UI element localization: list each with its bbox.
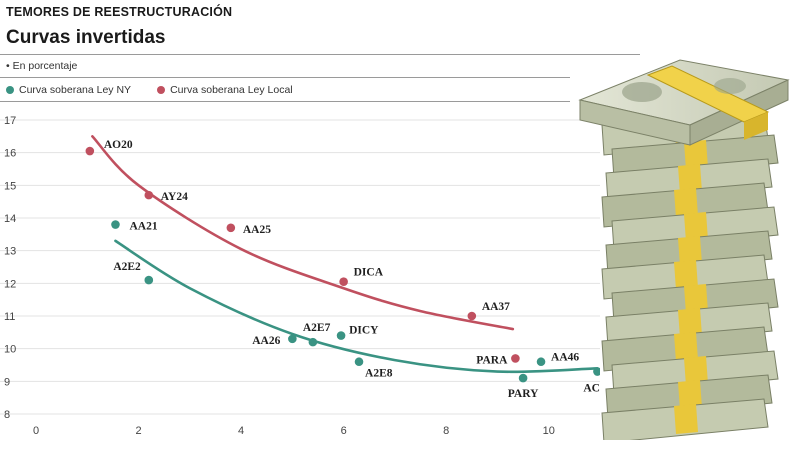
data-label: A2E8 [365, 368, 393, 380]
legend-swatch-local [157, 86, 166, 94]
data-point [339, 277, 348, 286]
y-tick-label: 10 [4, 344, 16, 356]
legend-divider [0, 101, 570, 102]
y-tick-label: 12 [4, 278, 16, 290]
data-point [144, 190, 154, 200]
data-label: AA21 [129, 221, 157, 233]
money-stack-illustration [578, 59, 790, 440]
data-point [144, 275, 154, 285]
currency-band [674, 332, 698, 362]
x-tick-label: 2 [135, 425, 141, 437]
data-point [336, 331, 346, 340]
data-label: AA25 [243, 224, 271, 236]
chart-title: Curvas invertidas [6, 27, 166, 48]
x-tick-label: 4 [238, 425, 244, 437]
top-bill-bundle [578, 59, 790, 146]
chart-subtitle: • En porcentaje [6, 60, 78, 72]
data-label: AY24 [161, 191, 188, 203]
data-point [288, 334, 297, 344]
x-tick-label: 10 [543, 425, 555, 437]
currency-band [674, 260, 698, 290]
data-point [593, 367, 600, 376]
data-point [226, 223, 236, 233]
y-tick-label: 16 [4, 148, 16, 160]
chart-kicker: TEMORES DE REESTRUCTURACIÓN [6, 5, 233, 19]
title-divider [0, 54, 640, 55]
legend-label-local: Curva soberana Ley Local [170, 84, 293, 96]
currency-band [674, 188, 698, 218]
x-tick-label: 8 [443, 425, 449, 437]
currency-band [678, 236, 702, 266]
data-label: AO20 [104, 139, 133, 151]
currency-band [684, 284, 708, 314]
trend-line-local [91, 135, 515, 331]
data-point [467, 311, 477, 321]
chart-legend: Curva soberana Ley NY Curva soberana Ley… [6, 84, 319, 96]
data-point [111, 220, 120, 229]
data-label: A2E2 [113, 261, 141, 273]
y-tick-label: 13 [4, 246, 16, 258]
currency-band [678, 380, 702, 410]
data-point [308, 337, 318, 347]
data-point [85, 146, 95, 156]
data-point [511, 354, 520, 363]
data-point [354, 357, 364, 367]
currency-band [684, 356, 708, 386]
legend-item-local: Curva soberana Ley Local [157, 84, 293, 96]
data-point [518, 373, 528, 383]
data-label: PARA [476, 354, 508, 366]
data-label: DICY [349, 325, 379, 337]
legend-label-ny: Curva soberana Ley NY [19, 84, 132, 96]
data-label: AC17 [583, 383, 600, 395]
data-label: A2E7 [303, 322, 331, 334]
data-label: AA46 [551, 352, 579, 364]
currency-band [684, 140, 708, 170]
subtitle-divider [0, 77, 570, 78]
currency-band [678, 164, 702, 194]
x-tick-label: 6 [341, 425, 347, 437]
legend-swatch-ny [6, 86, 14, 94]
legend-item-ny: Curva soberana Ley NY [6, 84, 131, 96]
data-point [536, 357, 546, 367]
scatter-chart: 8 9 10 11 12 13 14 15 16 17 0 2 4 6 8 10 AA21 A2E2 AA26 A2E… [0, 115, 600, 437]
data-label: AA37 [482, 301, 510, 313]
data-label: PARY [508, 388, 539, 400]
y-tick-label: 17 [4, 115, 16, 127]
currency-band [684, 212, 708, 242]
data-label: AA26 [252, 335, 280, 347]
currency-band [674, 404, 698, 434]
x-tick-label: 0 [33, 425, 39, 437]
y-tick-label: 11 [4, 311, 15, 323]
y-tick-label: 9 [4, 376, 10, 388]
y-tick-label: 8 [4, 409, 10, 421]
y-tick-label: 14 [4, 213, 16, 225]
currency-band [678, 308, 702, 338]
y-tick-label: 15 [4, 180, 16, 192]
trend-line-ny [114, 239, 599, 374]
data-label: DICA [354, 267, 384, 279]
